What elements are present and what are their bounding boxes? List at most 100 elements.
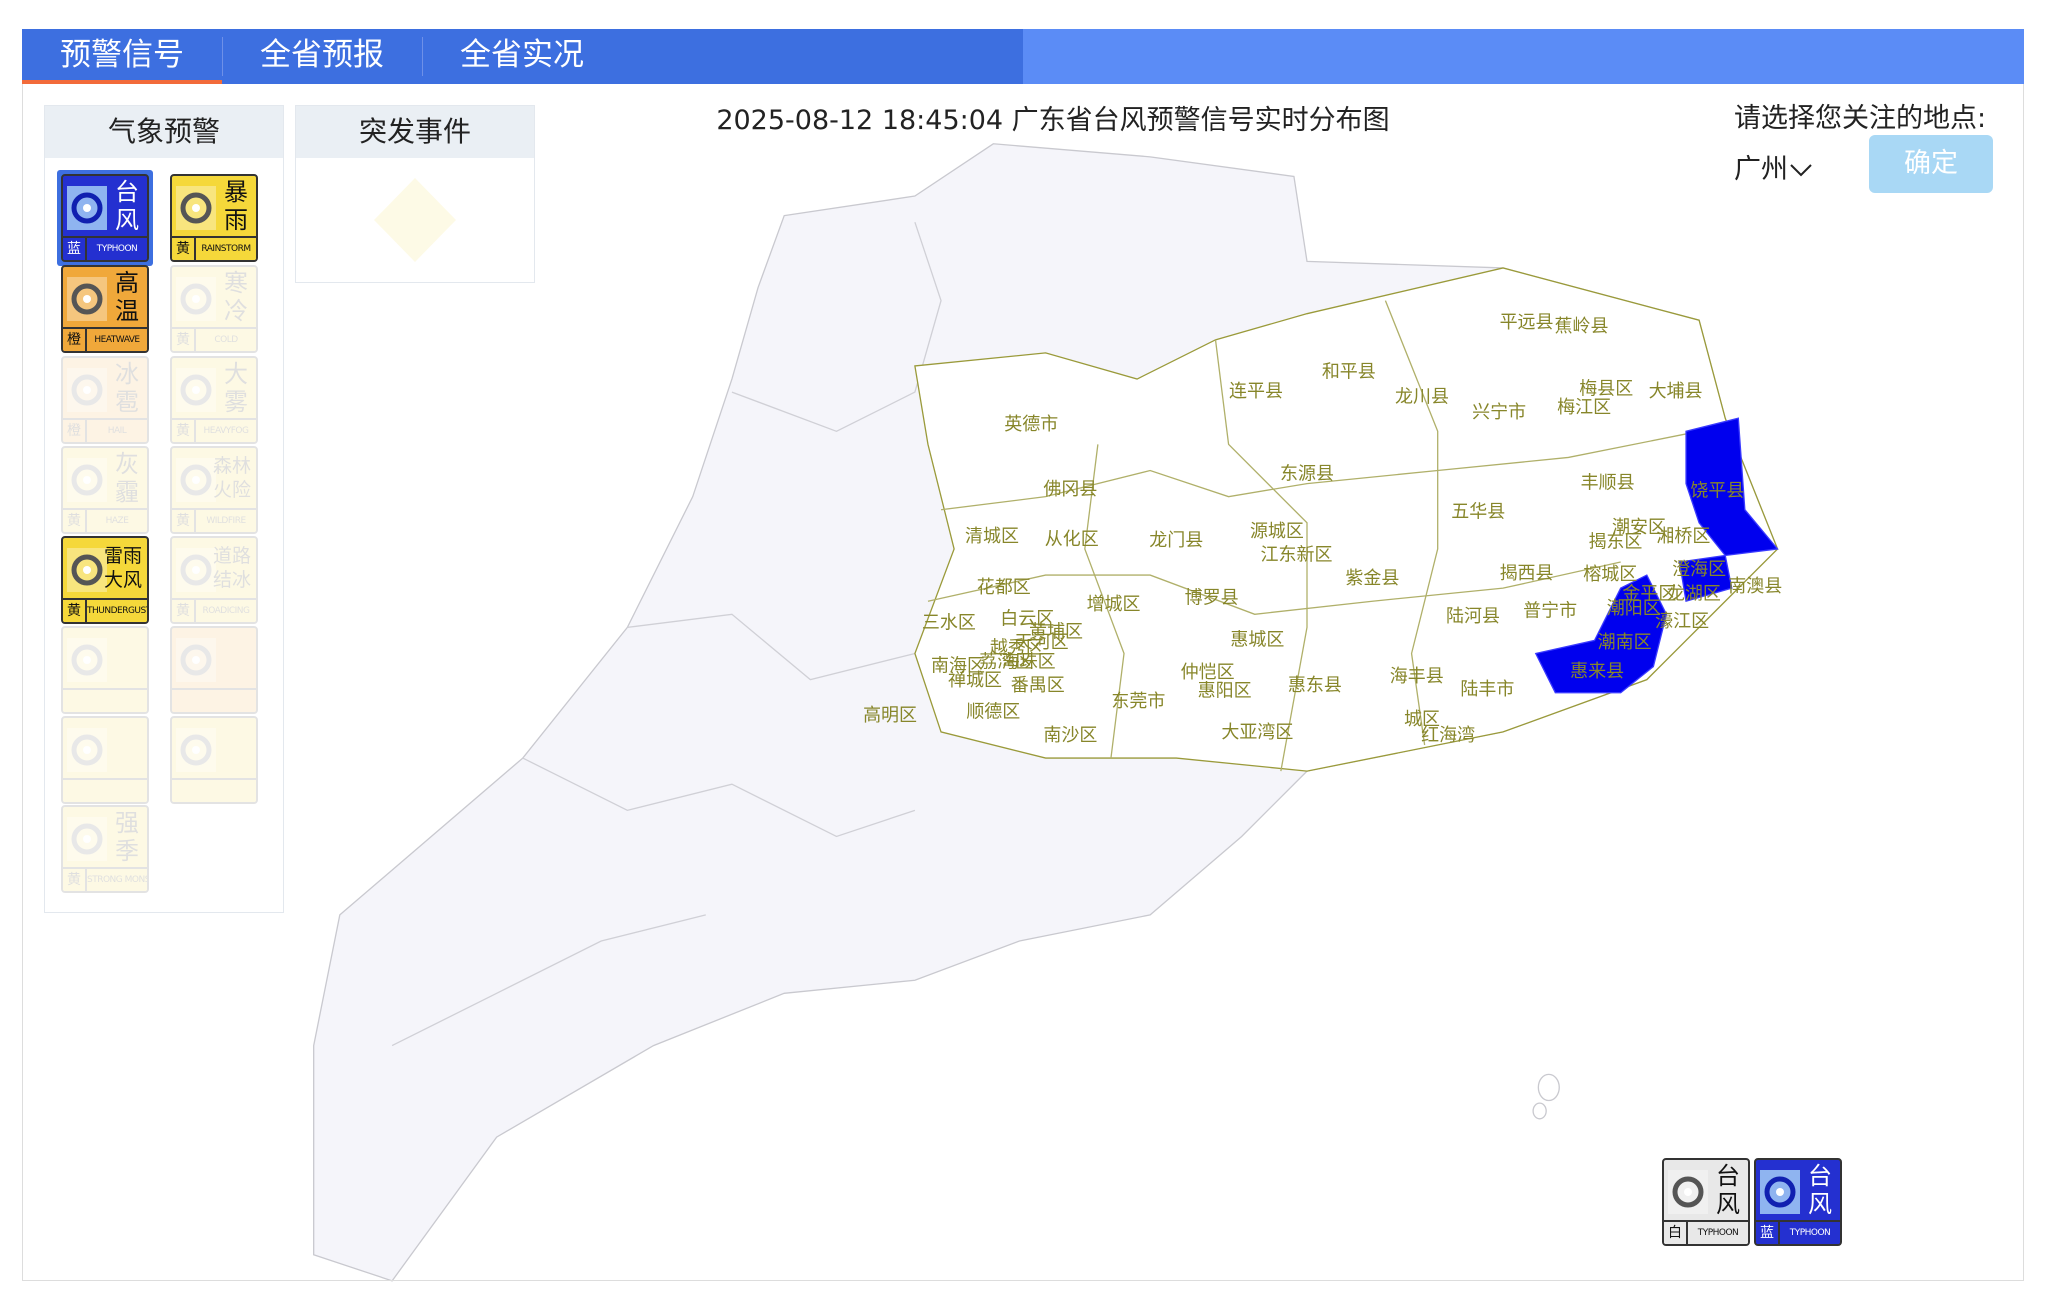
warning-icon[interactable] [170, 626, 258, 714]
warning-icon[interactable]: 暴雨黄 RAINSTORM [170, 174, 258, 262]
warning-icon[interactable]: 森林火险黄 WILDFIRE [170, 446, 258, 534]
icon-footer: 黄 HEAVYFOG [172, 418, 256, 442]
district-label: 三水区 [922, 612, 976, 633]
warning-icon[interactable] [170, 716, 258, 804]
location-prompt: 请选择您关注的地点: [1734, 103, 1987, 134]
tab[interactable]: 全省预报 [260, 37, 384, 73]
tab-bar: 预警信号 全省预报 全省实况 [22, 29, 2024, 84]
tab-separator [422, 37, 423, 76]
icon-english: HEAVYFOG [203, 426, 249, 436]
icon-level: 橙 [63, 329, 87, 351]
warning-icon[interactable]: 灰霾黄 HAZE [61, 446, 149, 534]
district-label: 从化区 [1045, 529, 1099, 550]
district-label: 紫金县 [1345, 568, 1399, 589]
district-label: 越秀区 [990, 637, 1044, 658]
tab-separator [222, 37, 223, 76]
icon-footer: 蓝 TYPHOON [1756, 1220, 1840, 1244]
content-frame [22, 84, 2024, 1281]
district-label: 平远县 [1500, 312, 1554, 333]
warning-icon[interactable]: 大雾黄 HEAVYFOG [170, 356, 258, 444]
district-label: 梅江区 [1557, 397, 1611, 418]
icon-footer [172, 778, 256, 802]
warning-icon[interactable]: 台风蓝 TYPHOON [1754, 1158, 1842, 1246]
tab[interactable]: 预警信号 [22, 29, 222, 84]
icon-symbol [67, 277, 107, 321]
icon-footer: 黄 WILDFIRE [172, 508, 256, 532]
district-label: 白云区 [1000, 609, 1054, 630]
icon-symbol [1668, 1170, 1708, 1214]
district-label: 和平县 [1322, 361, 1376, 382]
district-label: 普宁市 [1523, 601, 1577, 622]
warning-icon[interactable]: 寒冷黄 COLD [170, 265, 258, 353]
district-line [940, 430, 1700, 511]
icon-name: 雷雨大风 [103, 545, 142, 591]
icon-footer [63, 778, 147, 802]
district-label: 湘桥区 [1656, 526, 1710, 547]
warning-icon[interactable]: 冰雹橙 HAIL [61, 356, 149, 444]
location-select[interactable]: 广州 [1734, 147, 1814, 186]
district-label: 顺德区 [966, 701, 1020, 722]
warning-icon[interactable]: 道路结冰黄 ROADICING [170, 536, 258, 624]
event-icon [374, 178, 456, 262]
icon-footer: 黄 COLD [172, 327, 256, 351]
district-label: 南沙区 [1043, 725, 1097, 746]
icon-footer: 白 TYPHOON [1664, 1220, 1748, 1244]
icon-level: 黄 [172, 420, 196, 442]
district-line [1384, 300, 1439, 746]
icon-level: 蓝 [63, 238, 87, 260]
island [1532, 1102, 1547, 1120]
district-label: 榕城区 [1583, 564, 1637, 585]
warning-icon[interactable] [61, 626, 149, 714]
warning-icon[interactable]: 台风白 TYPHOON [1662, 1158, 1750, 1246]
warning-icon[interactable] [61, 716, 149, 804]
warning-icon[interactable]: 高温橙 HEATWAVE [61, 265, 149, 353]
warning-icon[interactable]: 雷雨大风黄 THUNDERGUST [61, 536, 149, 624]
icon-symbol [67, 817, 107, 861]
icon-level: 黄 [63, 510, 87, 532]
icon-level: 黄 [172, 510, 196, 532]
icon-symbol [1760, 1170, 1800, 1214]
icon-symbol [176, 638, 216, 682]
icon-footer: 橙 HAIL [63, 418, 147, 442]
location-value: 广州 [1734, 154, 1788, 185]
icon-name: 冰雹 [115, 360, 139, 416]
district-line [522, 757, 916, 838]
icon-name: 暴雨 [224, 178, 248, 234]
district-label: 龙湖区 [1667, 584, 1721, 605]
confirm-button[interactable]: 确定 [1869, 135, 1993, 193]
district-label: 红海湾 [1421, 725, 1475, 746]
district-label: 惠阳区 [1198, 680, 1252, 701]
district-label: 金平区 [1622, 584, 1676, 605]
icon-footer: 黄 HAZE [63, 508, 147, 532]
icon-name: 台风 [1808, 1162, 1832, 1218]
icon-english: THUNDERGUST [87, 606, 147, 616]
district-label: 黄埔区 [1029, 622, 1083, 643]
district-label: 惠东县 [1288, 675, 1342, 696]
warning-icon[interactable]: 强季风黄STRONG MONSOON [61, 805, 149, 893]
tab[interactable]: 全省实况 [460, 37, 584, 73]
icon-symbol [67, 368, 107, 412]
district-label: 潮安区 [1612, 517, 1666, 538]
icon-level: 白 [1664, 1222, 1688, 1244]
icon-english: HAIL [107, 426, 127, 436]
icon-symbol [67, 548, 107, 592]
icon-symbol [176, 277, 216, 321]
map-title: 2025-08-12 18:45:04 广东省台风预警信号实时分布图 [716, 105, 1390, 136]
warning-icon[interactable]: 台风蓝 TYPHOON [61, 174, 149, 262]
icon-level: 黄 [172, 600, 196, 622]
district-label: 蕉岭县 [1554, 316, 1608, 337]
icon-english: COLD [214, 335, 238, 345]
icon-english: HAZE [105, 516, 129, 526]
icon-english: HEATWAVE [94, 335, 140, 345]
district-label: 揭西县 [1500, 563, 1554, 584]
district-label: 梅县区 [1579, 378, 1633, 399]
icon-english: TYPHOON [1789, 1228, 1831, 1238]
district-label: 龙门县 [1149, 530, 1203, 551]
icon-name: 森林火险 [212, 455, 251, 501]
district-label: 江东新区 [1261, 544, 1333, 565]
district-label: 南澳县 [1728, 576, 1782, 597]
district-label: 陆丰市 [1460, 679, 1514, 700]
district-label: 天河区 [1015, 632, 1069, 653]
district-label: 花都区 [977, 577, 1031, 598]
